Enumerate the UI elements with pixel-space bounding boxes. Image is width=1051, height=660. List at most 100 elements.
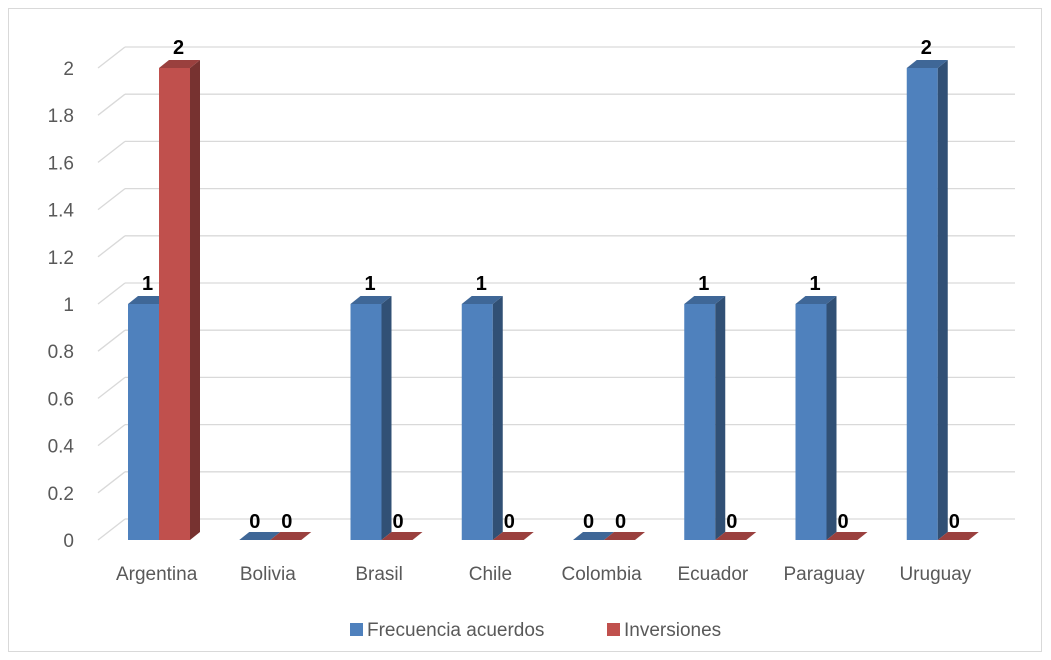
bar-front xyxy=(906,68,938,540)
x-axis: Argentina Bolivia Brasil Chile Colombia Ecuad… xyxy=(116,564,972,585)
x-tick-label: Chile xyxy=(469,564,512,585)
bar-top xyxy=(239,532,281,540)
y-tick-label: 1.6 xyxy=(48,153,74,174)
bar-top xyxy=(350,296,392,304)
bar-front xyxy=(461,304,493,540)
gridline-diag xyxy=(97,235,126,258)
bar-front xyxy=(795,304,827,540)
x-tick-label: Paraguay xyxy=(783,564,865,585)
y-tick-label: 1.4 xyxy=(48,201,75,222)
data-label: 0 xyxy=(949,511,960,533)
data-label: 2 xyxy=(921,37,932,59)
data-label: 1 xyxy=(698,273,709,295)
x-tick-label: Ecuador xyxy=(677,564,748,585)
bar-chile-series-1 xyxy=(492,532,534,540)
bar-side xyxy=(826,296,837,540)
legend-label-series-1: Inversiones xyxy=(624,620,721,641)
y-tick-label: 1 xyxy=(63,295,74,316)
bar-top xyxy=(461,296,503,304)
bar-bolivia-series-0 xyxy=(239,532,281,540)
bar-side xyxy=(190,60,200,540)
bar-top xyxy=(492,532,534,540)
bar-colombia-series-1 xyxy=(604,532,645,540)
bar-top xyxy=(270,532,312,540)
bar-ecuador-series-0 xyxy=(684,296,726,540)
data-label: 0 xyxy=(615,511,626,533)
bar-top xyxy=(573,532,614,540)
bar-top xyxy=(795,296,837,304)
y-tick-label: 1.2 xyxy=(48,248,74,269)
bar-front xyxy=(350,304,382,540)
data-label: 1 xyxy=(809,273,820,295)
bar-brasil-series-1 xyxy=(381,532,423,540)
gridline-diag xyxy=(97,424,126,447)
gridline-diag xyxy=(97,376,126,399)
bar-brasil-series-0 xyxy=(350,296,392,540)
data-label: 1 xyxy=(476,273,487,295)
x-tick-label: Brasil xyxy=(355,564,403,585)
gridline-diag xyxy=(97,518,126,541)
data-label: 1 xyxy=(364,273,375,295)
bar-front xyxy=(684,304,716,540)
x-tick-label: Uruguay xyxy=(899,564,971,585)
bar-side xyxy=(715,296,726,540)
bar-side xyxy=(937,60,948,540)
bar-top xyxy=(381,532,423,540)
bar-side xyxy=(492,296,503,540)
bar-top xyxy=(715,532,757,540)
data-label: 0 xyxy=(504,511,515,533)
gridline-diag xyxy=(97,471,126,494)
bar-paraguay-series-0 xyxy=(795,296,837,540)
y-tick-label: 1.8 xyxy=(48,106,74,127)
y-tick-label: 0 xyxy=(63,531,74,552)
y-tick-label: 2 xyxy=(63,59,74,80)
data-label: 0 xyxy=(837,511,848,533)
legend-label-series-0: Frecuencia acuerdos xyxy=(367,620,544,641)
bar-uruguay-series-0 xyxy=(906,60,948,540)
bar-paraguay-series-1 xyxy=(826,532,868,540)
bar-front xyxy=(159,68,190,540)
bar-uruguay-series-1 xyxy=(937,532,979,540)
bar-side xyxy=(381,296,392,540)
gridline-diag xyxy=(97,282,126,305)
legend-swatch-series-1 xyxy=(607,623,620,636)
bar-front xyxy=(128,304,159,540)
gridline-diag xyxy=(97,93,126,116)
y-tick-label: 0.8 xyxy=(48,342,74,363)
bar-top xyxy=(906,60,948,68)
gridline-diag xyxy=(97,188,126,211)
legend: Frecuencia acuerdos Inversiones xyxy=(350,620,721,641)
bar-top xyxy=(937,532,979,540)
bar-top xyxy=(684,296,726,304)
data-label: 0 xyxy=(392,511,403,533)
bar-chile-series-0 xyxy=(461,296,503,540)
gridline-diag xyxy=(97,140,126,163)
bar-ecuador-series-1 xyxy=(715,532,757,540)
gridline-diag xyxy=(97,329,126,352)
x-tick-label: Bolivia xyxy=(240,564,296,585)
gridline-diag xyxy=(97,46,126,69)
x-tick-label: Argentina xyxy=(116,564,198,585)
bar-top xyxy=(604,532,645,540)
y-axis: 0 0.2 0.4 0.6 0.8 1 1.2 1.4 1.6 1.8 2 xyxy=(48,59,75,552)
bar-bolivia-series-1 xyxy=(270,532,312,540)
y-tick-label: 0.2 xyxy=(48,484,74,505)
data-label: 0 xyxy=(281,511,292,533)
gridlines xyxy=(97,46,1015,541)
bar-top xyxy=(159,60,200,68)
bar-top xyxy=(128,296,169,304)
data-label: 0 xyxy=(583,511,594,533)
y-tick-label: 0.4 xyxy=(48,437,75,458)
legend-swatch-series-0 xyxy=(350,623,363,636)
bar-argentina-series-1 xyxy=(159,60,200,540)
x-tick-label: Colombia xyxy=(561,564,642,585)
bar-colombia-series-0 xyxy=(573,532,614,540)
data-label: 2 xyxy=(173,37,184,59)
bar-top xyxy=(826,532,868,540)
y-tick-label: 0.6 xyxy=(48,389,74,410)
data-label: 1 xyxy=(142,273,153,295)
data-label: 0 xyxy=(249,511,260,533)
data-label: 0 xyxy=(726,511,737,533)
